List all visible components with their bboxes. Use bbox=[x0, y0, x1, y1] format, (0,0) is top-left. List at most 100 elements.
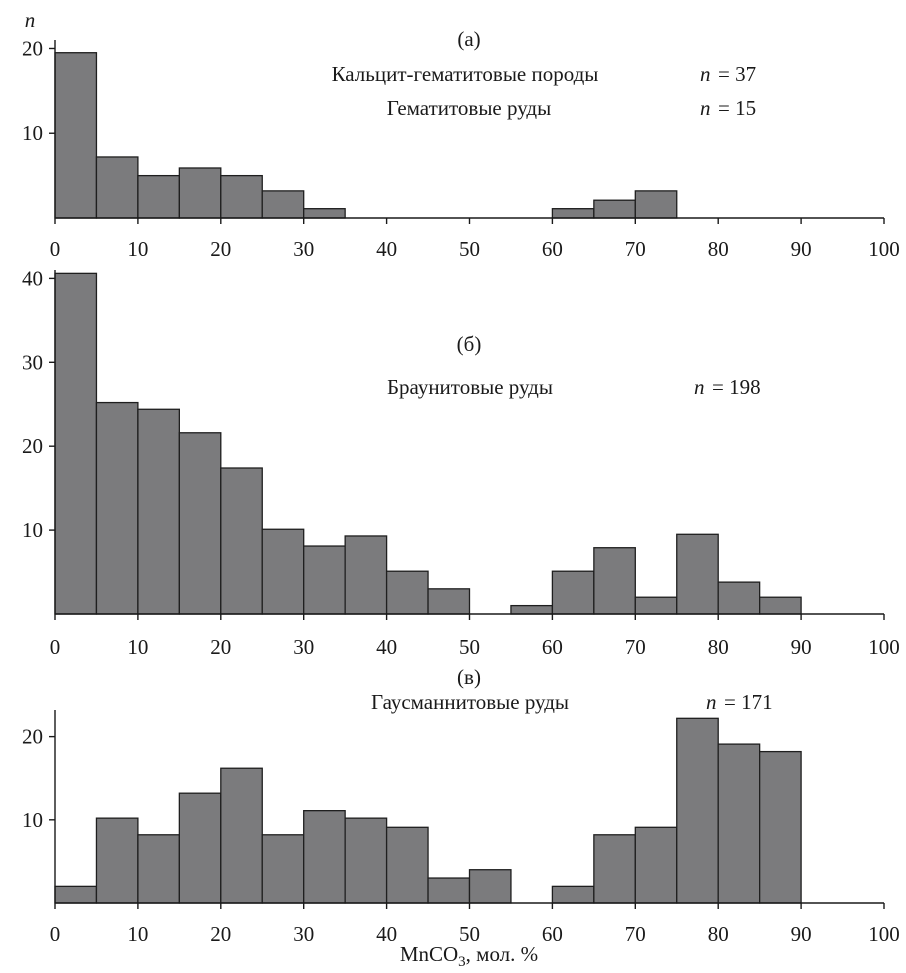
x-tick-label: 30 bbox=[293, 237, 314, 261]
panel-a-legend-1-name: Гематитовые руды bbox=[387, 96, 551, 120]
histogram-bar bbox=[178, 432, 222, 615]
panel-c-legend-0-n-value: = 171 bbox=[724, 690, 773, 714]
panel-b-legend-0-n-label: n bbox=[694, 375, 705, 399]
histogram-bar bbox=[634, 190, 678, 219]
x-tick-label: 20 bbox=[210, 635, 231, 659]
histogram-bar bbox=[95, 156, 139, 219]
histogram-bar bbox=[634, 826, 678, 904]
x-tick-label: 60 bbox=[542, 237, 563, 261]
panel-a-ticks: 0 10 20 30 40 50 60 70 80 90 100 10 20 bbox=[22, 36, 900, 261]
x-tick-label: 30 bbox=[293, 922, 314, 946]
x-tick-label: 100 bbox=[868, 922, 900, 946]
x-tick-label: 60 bbox=[542, 635, 563, 659]
histogram-bar bbox=[427, 877, 471, 904]
histogram-bar bbox=[137, 408, 180, 615]
y-tick-label: 20 bbox=[22, 36, 43, 60]
histogram-bar bbox=[510, 604, 554, 615]
histogram-bar bbox=[220, 174, 263, 219]
panel-c: 0 10 20 30 40 50 60 70 80 90 100 10 20 (в) Гаусманни… bbox=[22, 665, 900, 970]
panel-c-ticks: 0 10 20 30 40 50 60 70 80 90 100 10 20 bbox=[22, 725, 900, 946]
histogram-bar bbox=[385, 826, 429, 904]
x-axis-label-main: MnCO bbox=[400, 942, 458, 966]
histogram-bar bbox=[344, 817, 388, 904]
histogram-bar bbox=[759, 596, 802, 615]
x-tick-label: 40 bbox=[376, 635, 397, 659]
x-tick-label: 90 bbox=[791, 922, 812, 946]
y-tick-label: 10 bbox=[22, 121, 43, 145]
x-tick-label: 90 bbox=[791, 635, 812, 659]
x-tick-label: 10 bbox=[127, 237, 148, 261]
histogram-bar bbox=[593, 547, 636, 615]
panel-b-bars bbox=[54, 272, 802, 615]
x-tick-label: 80 bbox=[708, 237, 729, 261]
panel-a-label: (a) bbox=[457, 27, 480, 51]
histogram-bar bbox=[261, 190, 305, 219]
x-tick-label: 70 bbox=[625, 237, 646, 261]
panel-b-label: (б) bbox=[457, 332, 482, 356]
panel-a: 0 10 20 30 40 50 60 70 80 90 100 10 20 n (a) Кальцит… bbox=[22, 8, 900, 261]
histogram-bar bbox=[634, 596, 678, 615]
panel-c-legend-0-n-label: n bbox=[706, 690, 717, 714]
histogram-bar bbox=[54, 52, 98, 219]
x-tick-label: 0 bbox=[50, 237, 61, 261]
histogram-bar bbox=[95, 401, 139, 615]
y-tick-label: 20 bbox=[22, 434, 43, 458]
y-tick-label: 10 bbox=[22, 808, 43, 832]
panel-c-bars bbox=[54, 717, 802, 904]
panel-b: 0 10 20 30 40 50 60 70 80 90 100 10 20 30 40 (б) Браун… bbox=[22, 266, 900, 659]
histogram-bar bbox=[261, 834, 305, 904]
x-tick-label: 70 bbox=[625, 635, 646, 659]
panel-a-legend-0-name: Кальцит-гематитовые породы bbox=[332, 62, 599, 86]
panel-b-ticks: 0 10 20 30 40 50 60 70 80 90 100 10 20 30 40 bbox=[22, 266, 900, 659]
x-tick-label: 0 bbox=[50, 922, 61, 946]
y-tick-label: 40 bbox=[22, 266, 43, 290]
panel-a-ylabel: n bbox=[25, 8, 36, 32]
panel-c-label: (в) bbox=[457, 665, 481, 689]
histogram-bar bbox=[178, 167, 222, 219]
x-tick-label: 10 bbox=[127, 922, 148, 946]
histogram-bar bbox=[551, 570, 595, 615]
histogram-bar bbox=[95, 817, 139, 904]
x-tick-label: 100 bbox=[868, 635, 900, 659]
x-tick-label: 10 bbox=[127, 635, 148, 659]
histogram-bar bbox=[593, 834, 636, 904]
histogram-bar bbox=[54, 272, 98, 615]
x-tick-label: 50 bbox=[459, 635, 480, 659]
histogram-bar bbox=[676, 717, 719, 904]
x-tick-label: 90 bbox=[791, 237, 812, 261]
histogram-bar bbox=[137, 174, 180, 219]
x-tick-label: 20 bbox=[210, 237, 231, 261]
histogram-bar bbox=[385, 570, 429, 615]
histogram-bar bbox=[551, 208, 595, 219]
y-tick-label: 30 bbox=[22, 350, 43, 374]
panel-a-legend-1-n-label: n bbox=[700, 96, 711, 120]
histogram-bar bbox=[717, 581, 761, 615]
x-tick-label: 60 bbox=[542, 922, 563, 946]
histogram-bar bbox=[137, 834, 180, 904]
histogram-bar bbox=[676, 533, 719, 615]
histogram-bar bbox=[303, 545, 346, 615]
x-tick-label: 40 bbox=[376, 237, 397, 261]
histogram-bar bbox=[717, 743, 761, 904]
x-tick-label: 50 bbox=[459, 922, 480, 946]
panel-b-legend-0-n-value: = 198 bbox=[712, 375, 761, 399]
histogram-bar bbox=[303, 208, 346, 219]
histogram-bar bbox=[468, 869, 512, 904]
histogram-bar bbox=[551, 885, 595, 904]
panel-a-legend-0-n-label: n bbox=[700, 62, 711, 86]
histogram-bar bbox=[759, 750, 802, 904]
histogram-bar bbox=[344, 535, 388, 615]
x-tick-label: 0 bbox=[50, 635, 61, 659]
histogram-bar bbox=[220, 467, 263, 615]
x-tick-label: 70 bbox=[625, 922, 646, 946]
x-axis-label-subscript: 3 bbox=[458, 954, 466, 970]
y-tick-label: 20 bbox=[22, 725, 43, 749]
x-tick-label: 20 bbox=[210, 922, 231, 946]
x-tick-label: 50 bbox=[459, 237, 480, 261]
histogram-bar bbox=[54, 885, 98, 904]
histogram-bar bbox=[261, 528, 305, 615]
histogram-bar bbox=[303, 810, 346, 904]
panel-a-legend-1-n-value: = 15 bbox=[718, 96, 756, 120]
x-tick-label: 100 bbox=[868, 237, 900, 261]
